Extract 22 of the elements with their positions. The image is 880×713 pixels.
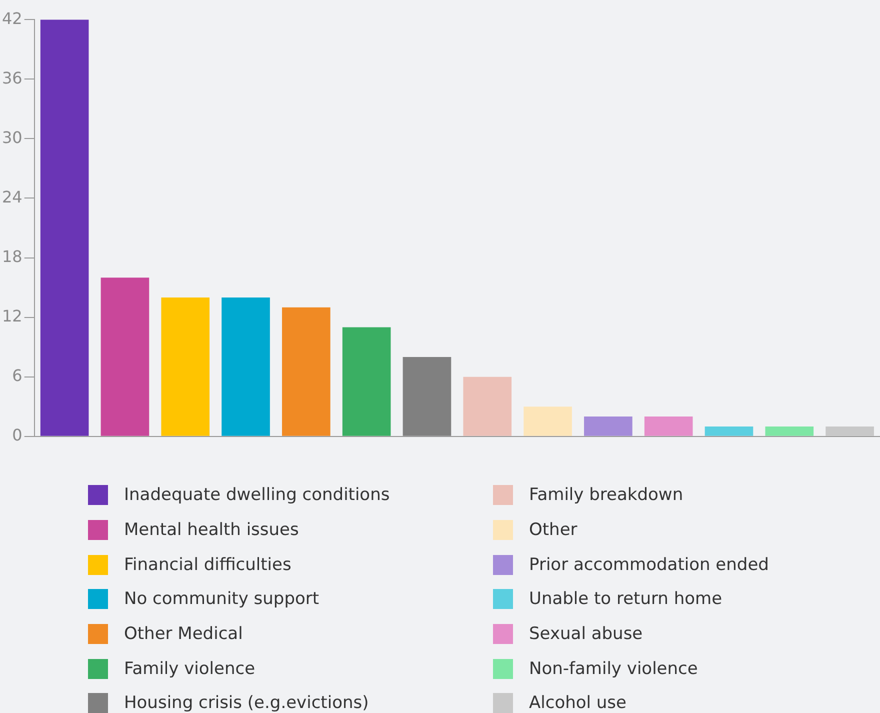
legend-label: Non-family violence (529, 658, 698, 679)
legend-label: Inadequate dwelling conditions (124, 485, 390, 506)
legend-label: Mental health issues (124, 520, 299, 540)
legend-label: Alcohol use (529, 693, 626, 713)
legend-label: Family breakdown (529, 485, 684, 506)
y-tick-label: 6 (12, 366, 22, 386)
legend-label: Housing crisis (e.g.evictions) (124, 693, 369, 713)
legend-label: Prior accommodation ended (529, 554, 769, 575)
legend-label: Unable to return home (529, 589, 722, 610)
y-tick-label: 18 (2, 246, 22, 266)
legend-label: Sexual abuse (529, 624, 643, 644)
legend-label: Other Medical (124, 624, 243, 644)
y-tick-label: 36 (2, 68, 22, 88)
y-tick-label: 0 (12, 426, 22, 445)
legend-label: Financial difficulties (124, 554, 292, 575)
y-tick-label: 42 (2, 8, 22, 28)
legend-label: Family violence (124, 658, 256, 679)
legend-label: Other (529, 520, 578, 540)
legend-label: No community support (124, 589, 320, 610)
y-tick-label: 12 (2, 306, 22, 326)
y-tick-label: 30 (2, 128, 22, 147)
y-tick-label: 24 (2, 187, 22, 206)
